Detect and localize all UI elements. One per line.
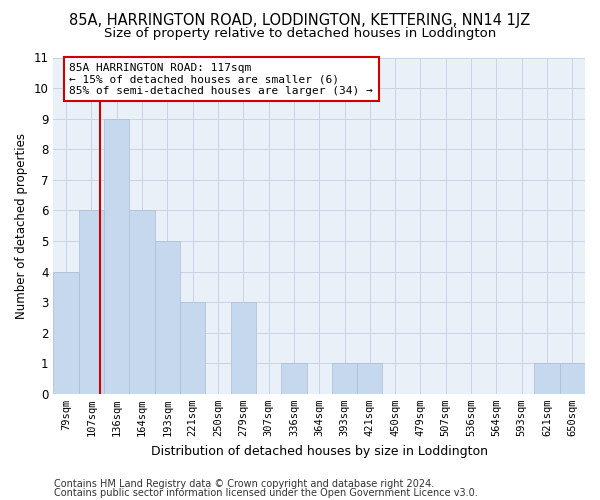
Bar <box>104 118 130 394</box>
Y-axis label: Number of detached properties: Number of detached properties <box>15 132 28 318</box>
Bar <box>560 363 585 394</box>
Bar <box>53 272 79 394</box>
Bar <box>357 363 382 394</box>
Text: 85A, HARRINGTON ROAD, LODDINGTON, KETTERING, NN14 1JZ: 85A, HARRINGTON ROAD, LODDINGTON, KETTER… <box>70 12 530 28</box>
Bar <box>230 302 256 394</box>
Bar <box>79 210 104 394</box>
Text: Size of property relative to detached houses in Loddington: Size of property relative to detached ho… <box>104 28 496 40</box>
X-axis label: Distribution of detached houses by size in Loddington: Distribution of detached houses by size … <box>151 444 488 458</box>
Text: Contains HM Land Registry data © Crown copyright and database right 2024.: Contains HM Land Registry data © Crown c… <box>54 479 434 489</box>
Bar <box>130 210 155 394</box>
Bar <box>332 363 357 394</box>
Bar <box>535 363 560 394</box>
Bar <box>180 302 205 394</box>
Text: 85A HARRINGTON ROAD: 117sqm
← 15% of detached houses are smaller (6)
85% of semi: 85A HARRINGTON ROAD: 117sqm ← 15% of det… <box>70 62 373 96</box>
Bar <box>155 241 180 394</box>
Bar <box>281 363 307 394</box>
Text: Contains public sector information licensed under the Open Government Licence v3: Contains public sector information licen… <box>54 488 478 498</box>
